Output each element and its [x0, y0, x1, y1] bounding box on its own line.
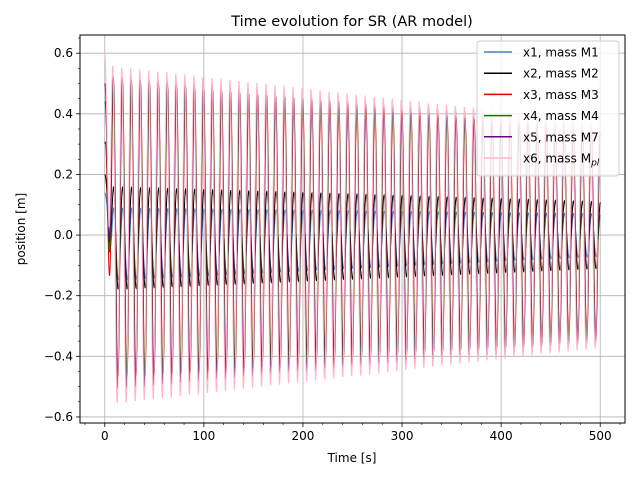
x-tick-label: 500: [589, 429, 612, 443]
legend-entries: x1, mass M1 x2, mass M2 x3, mass M3 x4, mas…: [484, 46, 600, 169]
y-tick-label: −0.2: [44, 289, 73, 303]
legend-label-2: x2, mass M2: [523, 67, 599, 81]
x-axis: 0 100 200 300 400 500: [84, 423, 621, 443]
x-tick-label: 0: [101, 429, 109, 443]
legend-label-3: x3, mass M3: [523, 88, 599, 102]
y-tick-label: −0.6: [44, 410, 73, 424]
legend-label-6: x6, mass Mpl: [523, 152, 600, 169]
x-tick-label: 200: [292, 429, 315, 443]
axes-frame: [79, 34, 626, 424]
y-tick-label: 0.2: [54, 167, 73, 181]
y-tick-label: 0.4: [54, 107, 73, 121]
y-axis: −0.6 −0.4 −0.2 0.0 0.2 0.4 0.6: [44, 37, 80, 424]
y-axis-label: position [m]: [14, 193, 28, 265]
x-axis-label: Time [s]: [327, 451, 377, 465]
legend-label-1: x1, mass M1: [523, 46, 599, 60]
x-tick-label: 300: [391, 429, 414, 443]
chart-title: Time evolution for SR (AR model): [230, 14, 473, 30]
x-tick-label: 400: [490, 429, 513, 443]
y-tick-label: 0.0: [54, 228, 73, 242]
y-tick-label: 0.6: [54, 46, 73, 60]
legend: x1, mass M1 x2, mass M2 x3, mass M3 x4, mas…: [476, 40, 620, 177]
x-tick-label: 100: [192, 429, 215, 443]
legend-box: [476, 40, 620, 177]
legend-label-subscript: pl: [590, 159, 600, 169]
y-tick-label: −0.4: [44, 349, 73, 363]
legend-label-5: x5, mass M7: [523, 130, 599, 144]
legend-label-4: x4, mass M4: [523, 109, 599, 123]
